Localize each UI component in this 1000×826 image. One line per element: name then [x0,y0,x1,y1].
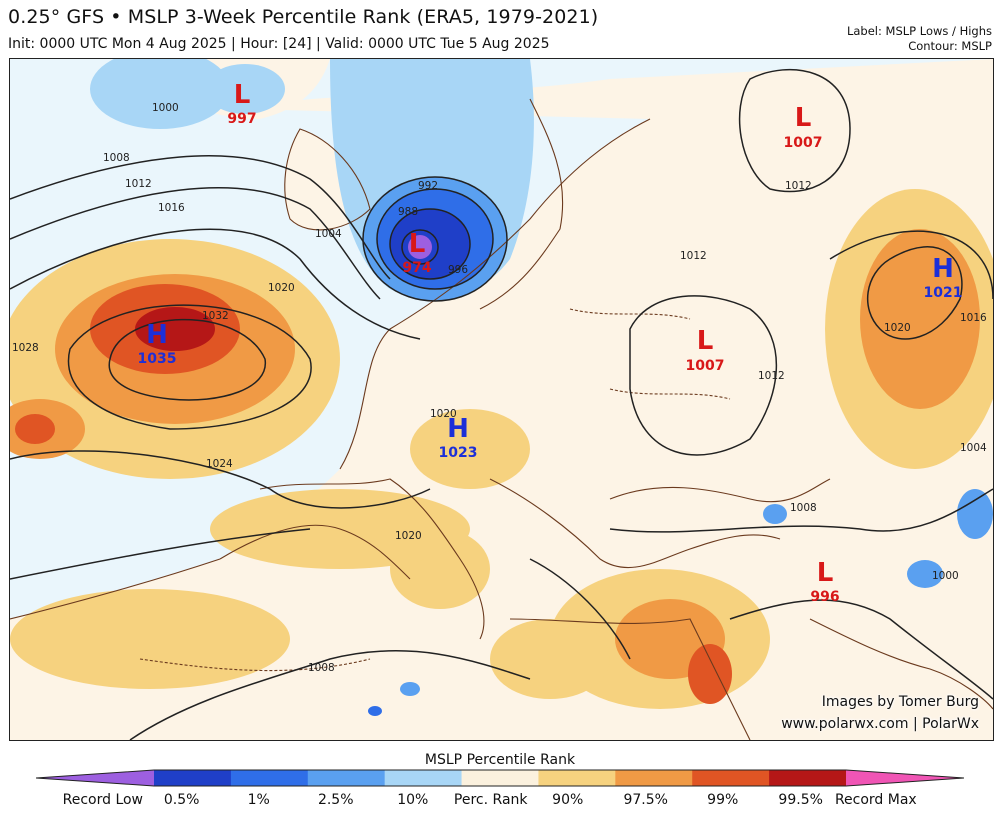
colorbar-tick-label: 90% [552,792,584,808]
high-center: H 1035 [138,320,177,367]
contour-label: 1016 [960,312,987,324]
contour-label: 1012 [758,370,785,382]
colorbar-min-extend [36,770,154,786]
pressure-center-value: 1035 [138,351,177,367]
colorbar-tick-label: 1% [247,792,270,808]
contour-label: 992 [418,180,438,192]
contour-label: 1000 [932,570,959,582]
contour-label: 1000 [152,102,179,114]
colorbar-segment [538,770,616,786]
weather-map: 1000 1008 1012 1016 1004 1020 1032 1028 … [9,58,994,741]
pressure-center-type: H [146,320,168,350]
contour-label: 1020 [395,530,422,542]
low-anomaly-shading [90,59,993,716]
credit-website: www.polarwx.com | PolarWx [781,716,979,732]
colorbar-tick-label: 2.5% [317,792,354,808]
low-center: L 996 [810,558,839,605]
isobars [10,68,993,740]
colorbar-tick-label: 99% [707,792,739,808]
contour-label: 1012 [125,178,152,190]
low-center: L 1007 [784,103,823,151]
contour-label: 1012 [680,250,707,262]
colorbar-tick-label: Record Low [62,792,144,808]
colorbar-max-extend [846,770,964,786]
credit-author: Images by Tomer Burg [821,694,979,710]
colorbar-segment [307,770,386,786]
contour-label: 1032 [202,310,229,322]
pressure-center-type: H [932,254,954,284]
pressure-center-value: 1007 [784,135,823,151]
colorbar-tick-label: 10% [397,792,429,808]
contour-label: 1016 [158,202,185,214]
pressure-center-value: 1023 [439,445,478,461]
colorbar-ticks: Record Low 0.5% 1% 2.5% 10% Perc. Rank 90% 97.5… [0,792,1000,814]
pressure-center-value: 974 [402,260,431,276]
colorbar-tick-label: Perc. Rank [453,792,528,808]
contour-label: 996 [448,264,468,276]
colorbar-segment [461,770,539,786]
colorbar-tick-label: 0.5% [163,792,200,808]
pressure-centers: L 997 L 1007 L 974 H 1021 H 1035 L 1007 [138,80,963,605]
contour-labels: 1000 1008 1012 1016 1004 1020 1032 1028 … [12,102,987,674]
colorbar-segment [384,770,463,786]
pressure-center-value: 996 [810,589,839,605]
colorbar-tick-label: Record Max [834,792,917,808]
contour-label: 1020 [884,322,911,334]
colorbar-segment [615,770,693,786]
contour-label: 988 [398,206,418,218]
contour-info: Contour: MSLP [908,39,992,53]
pressure-center-value: 997 [227,111,256,127]
pressure-center-type: L [795,103,812,133]
map-canvas: 1000 1008 1012 1016 1004 1020 1032 1028 … [10,59,993,740]
contour-label: 1012 [785,180,812,192]
pressure-center-type: L [817,558,834,588]
colorbar-tick-label: 99.5% [778,792,823,808]
contour-label: 1020 [268,282,295,294]
run-info: Init: 0000 UTC Mon 4 Aug 2025 | Hour: [2… [8,36,550,52]
coastlines [10,98,993,740]
colorbar-segment [230,770,309,786]
colorbar-title: MSLP Percentile Rank [424,752,576,768]
contour-label: 1004 [960,442,987,454]
high-center: H 1023 [439,414,478,461]
pressure-center-value: 1007 [686,358,725,374]
high-center: H 1021 [924,254,963,301]
colorbar-outline [36,769,964,787]
colorbar-segment [769,770,847,786]
pressure-center-value: 1021 [924,285,963,301]
label-info: Label: MSLP Lows / Highs [846,24,992,38]
low-center: L 997 [227,80,256,127]
colorbar-segment [154,770,232,786]
low-center: L 974 [402,229,431,276]
colorbar-segment [692,770,770,786]
contour-label: 1008 [790,502,817,514]
colorbar [36,769,964,787]
pressure-center-type: H [447,414,469,444]
contour-label: 1024 [206,458,233,470]
contour-label: 1008 [103,152,130,164]
map-title: 0.25° GFS • MSLP 3-Week Percentile Rank … [8,6,599,28]
contour-label: 1020 [430,408,457,420]
colorbar-tick-label: 97.5% [623,792,668,808]
contour-label: 1004 [315,228,342,240]
pressure-center-type: L [234,80,251,110]
contour-label: 1008 [308,662,335,674]
pressure-center-type: L [697,326,714,356]
contour-label: 1028 [12,342,39,354]
low-center: L 1007 [686,326,725,374]
pressure-center-type: L [409,229,426,259]
